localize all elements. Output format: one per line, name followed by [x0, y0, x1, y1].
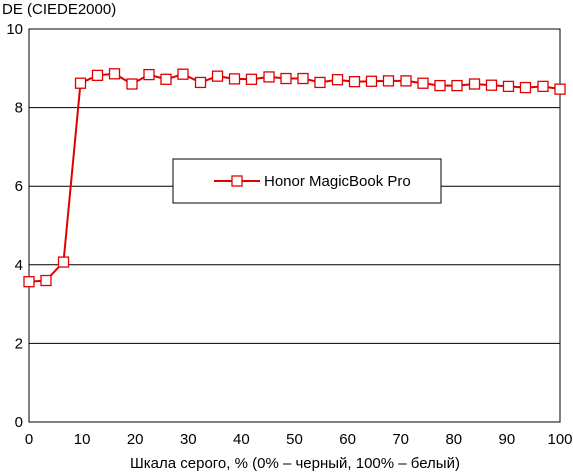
data-point-marker — [348, 76, 361, 88]
y-tick-label: 4 — [15, 257, 23, 274]
data-point-marker — [108, 68, 121, 80]
data-point-marker — [468, 78, 481, 90]
data-point-marker — [451, 79, 463, 92]
y-tick-label: 2 — [15, 335, 23, 352]
data-point-marker — [126, 78, 138, 90]
data-point-marker — [143, 68, 155, 81]
x-tick-label: 30 — [180, 431, 197, 448]
data-point-marker — [434, 79, 446, 92]
data-point-marker — [331, 74, 344, 86]
data-point-marker — [382, 75, 395, 87]
legend: Honor MagicBook Pro — [172, 158, 442, 204]
data-point-marker — [194, 76, 207, 89]
data-point-marker — [263, 71, 275, 83]
y-axis-label: DE (CIEDE2000) — [2, 1, 116, 18]
data-point-marker — [177, 68, 189, 80]
series-layer — [23, 68, 566, 288]
x-tick-label: 50 — [286, 431, 303, 448]
data-point-marker — [537, 80, 549, 93]
data-point-marker — [400, 75, 412, 87]
x-tick-label: 10 — [74, 431, 91, 448]
data-point-marker — [74, 77, 87, 89]
data-point-marker — [519, 81, 532, 94]
grid-lines — [29, 107, 560, 344]
data-point-marker — [280, 72, 292, 85]
x-tick-label: 100 — [547, 431, 572, 448]
legend-label: Honor MagicBook Pro — [264, 173, 411, 190]
data-point-marker — [57, 256, 70, 268]
y-tick-label: 10 — [6, 21, 23, 38]
data-point-marker — [40, 274, 52, 287]
x-axis-label: Шкала серого, % (0% – черный, 100% – бел… — [130, 455, 460, 472]
data-point-marker — [365, 75, 378, 87]
data-point-marker — [228, 73, 241, 85]
data-point-marker — [485, 79, 498, 91]
data-point-marker — [314, 76, 326, 89]
x-tick-label: 60 — [339, 431, 356, 448]
x-tick-label: 80 — [445, 431, 462, 448]
x-tick-label: 90 — [499, 431, 516, 448]
y-tick-label: 8 — [15, 100, 23, 117]
data-point-marker — [211, 70, 224, 82]
y-tick-label: 0 — [15, 414, 23, 431]
x-tick-label: 70 — [392, 431, 409, 448]
data-point-marker — [245, 73, 258, 85]
data-point-marker — [554, 83, 566, 95]
data-point-marker — [91, 69, 104, 82]
data-point-marker — [502, 80, 515, 93]
data-point-marker — [417, 77, 429, 89]
x-tick-label: 0 — [25, 431, 33, 448]
data-point-marker — [297, 72, 309, 85]
data-point-marker — [160, 73, 172, 85]
x-tick-label: 20 — [127, 431, 144, 448]
plot-area-frame — [28, 28, 561, 423]
data-point-marker — [23, 276, 35, 288]
x-tick-label: 40 — [233, 431, 250, 448]
legend-marker-swatch — [231, 175, 243, 187]
y-tick-label: 6 — [15, 178, 23, 195]
